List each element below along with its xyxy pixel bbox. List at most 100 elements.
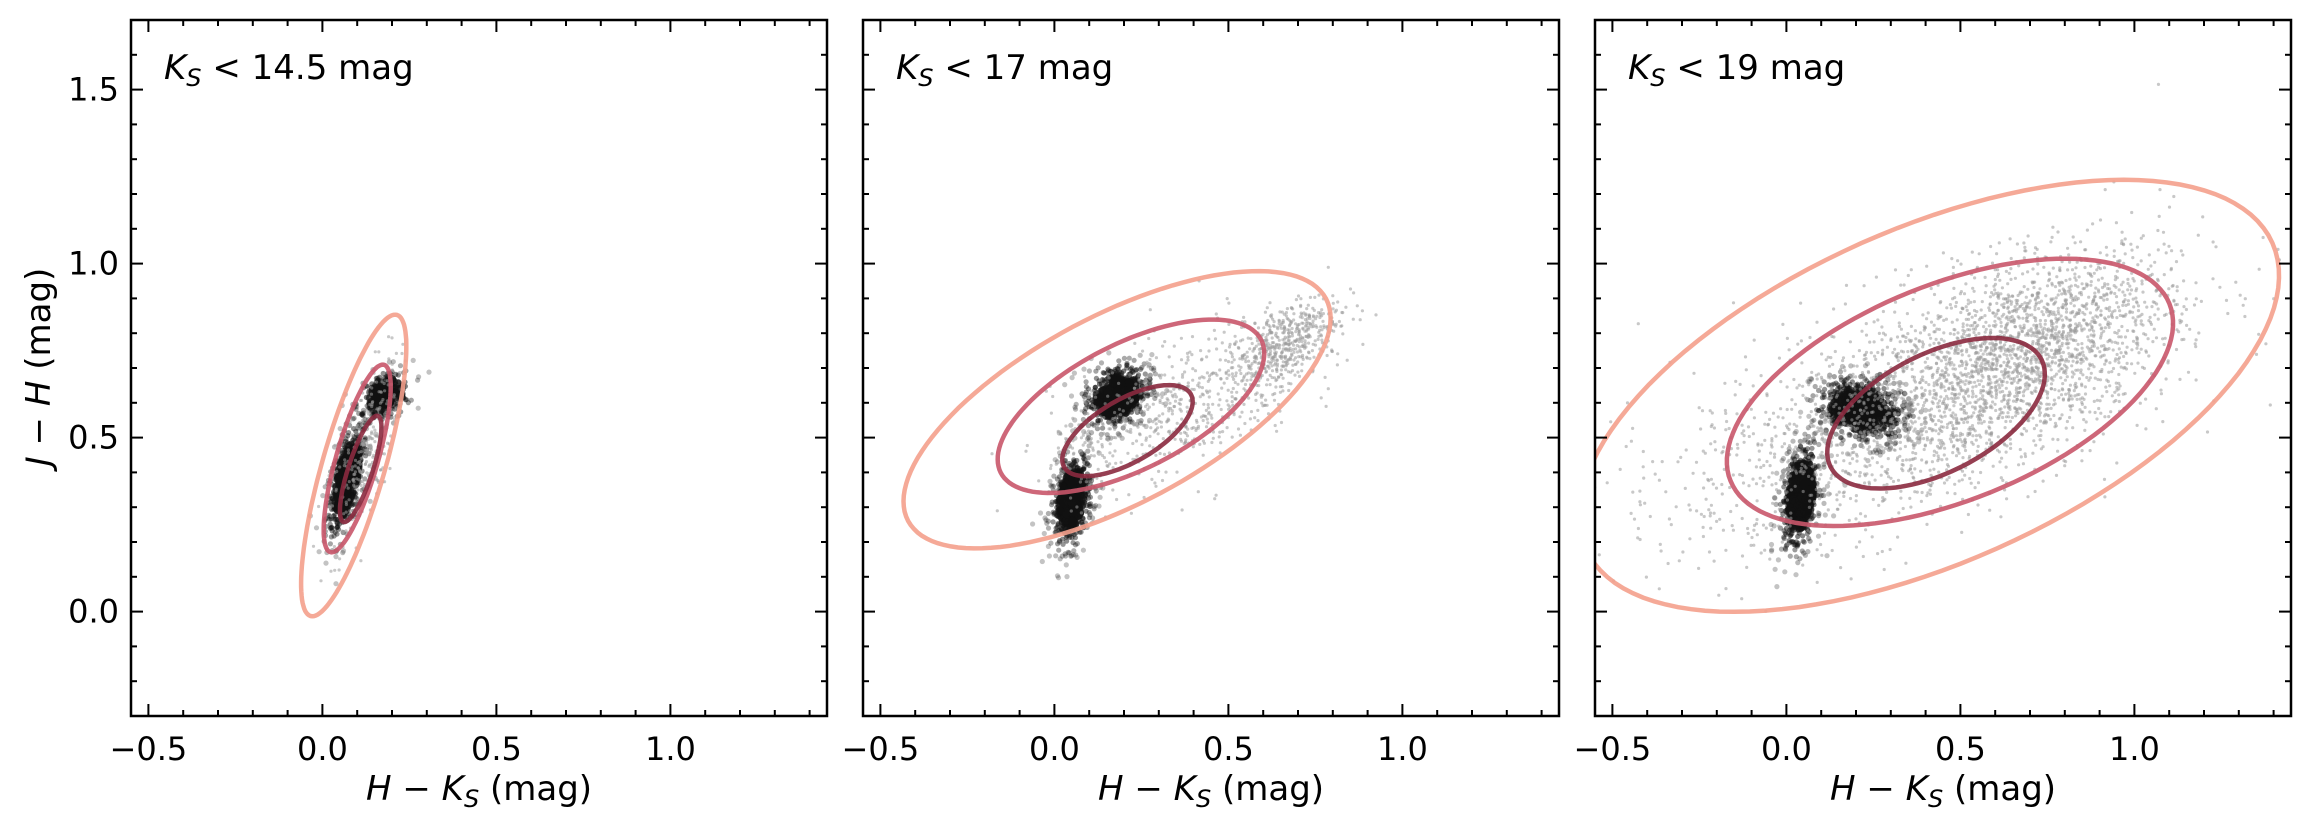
scatter-point	[2146, 267, 2150, 271]
scatter-point	[1148, 444, 1152, 448]
scatter-point	[2036, 367, 2040, 371]
scatter-point	[378, 406, 382, 410]
scatter-point	[2079, 361, 2083, 365]
scatter-point	[1140, 443, 1144, 447]
scatter-point	[369, 437, 373, 441]
scatter-point	[1959, 402, 1963, 406]
scatter-point	[1290, 306, 1294, 310]
scatter-point	[1980, 300, 1984, 304]
scatter-point	[1132, 423, 1136, 427]
scatter-point	[1184, 438, 1188, 442]
scatter-point	[1140, 400, 1144, 404]
scatter-point	[392, 393, 396, 397]
scatter-point	[2073, 283, 2077, 287]
scatter-point	[1318, 315, 1322, 320]
scatter-point	[331, 512, 337, 518]
scatter-point	[1161, 437, 1165, 441]
scatter-point	[1937, 327, 1941, 331]
scatter-point	[1145, 375, 1149, 379]
scatter-point	[351, 415, 357, 421]
scatter-point	[1348, 287, 1353, 291]
scatter-point	[1904, 335, 1908, 340]
scatter-point	[1191, 367, 1195, 371]
scatter-cluster-2	[1056, 350, 1170, 442]
scatter-point	[2117, 347, 2121, 351]
scatter-point	[2115, 385, 2119, 389]
scatter-point	[329, 525, 335, 531]
scatter-point	[334, 487, 338, 491]
scatter-point	[340, 529, 344, 533]
scatter-point	[1207, 374, 1212, 378]
scatter-point	[1210, 440, 1214, 445]
scatter-point	[1333, 310, 1337, 314]
scatter-point	[1279, 326, 1283, 330]
scatter-point	[1837, 369, 1844, 375]
scatter-point	[353, 472, 357, 476]
scatter-point	[1286, 358, 1290, 363]
scatter-point	[1882, 424, 1888, 430]
scatter-point	[1227, 407, 1231, 411]
scatter-point	[1131, 357, 1137, 363]
scatter-point	[1877, 449, 1883, 455]
scatter-point	[1238, 357, 1242, 361]
scatter-point	[1227, 345, 1232, 349]
scatter-point	[337, 568, 341, 572]
scatter-point	[2075, 260, 2079, 264]
scatter-point	[2100, 276, 2104, 280]
scatter-point	[1085, 423, 1092, 429]
scatter-point	[2030, 313, 2034, 317]
scatter-point	[1169, 390, 1173, 394]
scatter-point	[1179, 336, 1183, 340]
scatter-point	[2031, 416, 2035, 420]
scatter-point	[1801, 539, 1807, 545]
scatter-point	[1292, 312, 1296, 316]
scatter-point	[1973, 486, 1977, 490]
scatter-point	[1160, 395, 1164, 399]
scatter-point	[1998, 364, 2003, 368]
scatter-cluster-3	[1188, 265, 1378, 420]
scatter-point	[1078, 480, 1082, 484]
scatter-point	[1113, 427, 1117, 431]
scatter-point	[1052, 457, 1058, 463]
scatter-point	[2061, 350, 2065, 354]
scatter-point	[1256, 326, 1261, 330]
scatter-point	[1147, 376, 1152, 380]
scatter-point	[1331, 294, 1335, 298]
scatter-point	[1236, 427, 1241, 431]
scatter-point	[2043, 350, 2047, 354]
scatter-point	[1150, 390, 1154, 394]
scatter-point	[1217, 403, 1221, 407]
scatter-point	[369, 392, 374, 396]
scatter-point	[2088, 322, 2092, 326]
scatter-point	[2097, 290, 2101, 294]
scatter-point	[1821, 487, 1827, 493]
scatter-point	[1769, 547, 1775, 553]
scatter-point	[329, 569, 333, 573]
scatter-point	[2026, 387, 2030, 391]
scatter-point	[2082, 418, 2086, 422]
scatter-point	[1113, 449, 1117, 453]
scatter-point	[1934, 337, 1938, 341]
scatter-point	[1966, 416, 1970, 420]
scatter-point	[1124, 360, 1130, 366]
scatter-point	[1064, 574, 1070, 580]
scatter-point	[1257, 342, 1261, 346]
scatter-point	[1301, 344, 1305, 348]
scatter-point	[1094, 490, 1098, 494]
scatter-point	[1214, 493, 1218, 497]
scatter-point	[358, 411, 365, 417]
scatter-point	[1110, 371, 1114, 375]
scatter-point	[329, 524, 335, 530]
scatter-point	[1045, 525, 1052, 531]
scatter-point	[1094, 395, 1098, 399]
scatter-point	[1951, 423, 1955, 428]
scatter-point	[1260, 373, 1264, 378]
scatter-point	[2120, 239, 2124, 243]
scatter-point	[1137, 352, 1143, 358]
scatter-point	[1051, 473, 1057, 479]
scatter-point	[1074, 541, 1080, 547]
scatter-point	[1971, 327, 1975, 331]
scatter-point	[1096, 450, 1100, 454]
scatter-point	[1810, 454, 1816, 460]
scatter-point	[1074, 554, 1080, 561]
